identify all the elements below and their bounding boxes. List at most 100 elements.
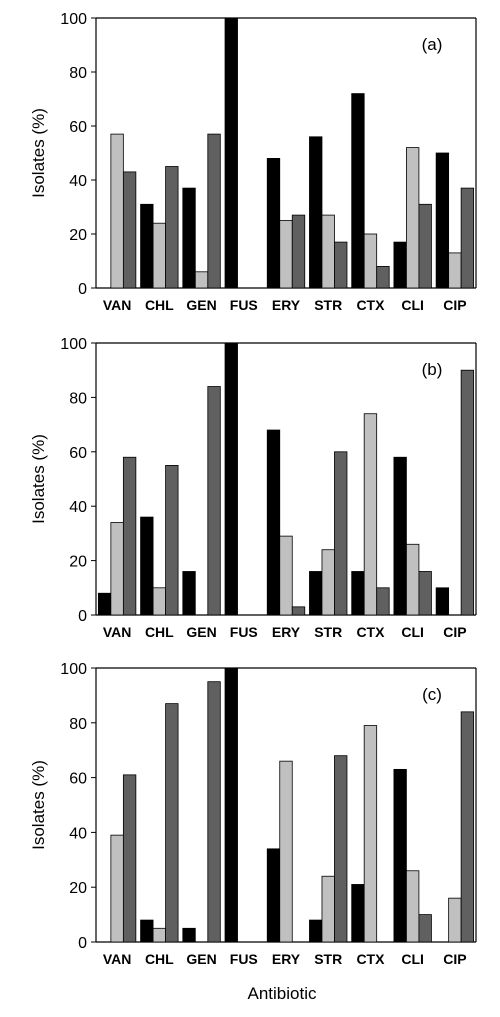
bar <box>376 265 390 289</box>
bar <box>406 543 420 616</box>
bar <box>363 413 378 616</box>
y-tick-label: 80 <box>69 390 87 407</box>
bar <box>207 681 221 943</box>
y-tick-label: 60 <box>69 771 87 788</box>
bar <box>351 93 365 289</box>
bar <box>152 222 166 289</box>
x-tick-label: STR <box>314 951 342 967</box>
bar <box>207 386 221 616</box>
y-tick-label: 40 <box>69 825 87 842</box>
x-tick-label: CHL <box>145 297 174 313</box>
x-tick-label: GEN <box>186 951 216 967</box>
y-axis-label: Isolates (%) <box>29 108 48 198</box>
bar <box>309 571 323 616</box>
y-axis-label: Isolates (%) <box>29 434 48 524</box>
bar <box>291 606 306 616</box>
x-axis-label: Antibiotic <box>248 984 317 1003</box>
x-tick-label: STR <box>314 297 342 313</box>
y-tick-label: 0 <box>78 608 87 625</box>
bar <box>460 369 475 616</box>
y-tick-label: 20 <box>69 880 87 897</box>
x-tick-label: FUS <box>230 297 258 313</box>
x-tick-label: ERY <box>272 297 301 313</box>
bar <box>182 927 196 943</box>
x-tick-label: CHL <box>145 951 174 967</box>
bar <box>266 157 281 289</box>
x-tick-label: ERY <box>272 624 301 640</box>
bar <box>406 870 420 943</box>
y-tick-label: 100 <box>60 336 87 353</box>
x-tick-label: VAN <box>103 951 132 967</box>
x-tick-label: FUS <box>230 951 258 967</box>
bar <box>194 271 209 289</box>
bar <box>334 451 348 616</box>
x-tick-label: CLI <box>401 297 424 313</box>
bar <box>152 587 166 616</box>
y-tick-label: 0 <box>78 935 87 952</box>
bar <box>224 342 238 616</box>
bar <box>207 133 221 289</box>
bar <box>110 522 124 616</box>
y-tick-label: 20 <box>69 227 87 244</box>
bar <box>224 667 238 943</box>
bar <box>363 233 378 289</box>
bar <box>435 152 450 289</box>
bar <box>279 535 293 616</box>
panel-label: (c) <box>422 685 442 704</box>
bar <box>321 875 335 943</box>
y-tick-label: 20 <box>69 554 87 571</box>
bar <box>279 760 293 943</box>
bar <box>309 919 323 943</box>
bar <box>97 592 112 616</box>
bar <box>334 755 348 943</box>
y-tick-label: 40 <box>69 173 87 190</box>
bar <box>140 516 154 616</box>
bar <box>110 133 124 289</box>
x-tick-label: CIP <box>443 624 466 640</box>
bar <box>110 834 124 943</box>
bar <box>224 17 238 289</box>
y-tick-label: 0 <box>78 281 87 298</box>
x-tick-label: CTX <box>356 297 385 313</box>
bar <box>351 571 365 616</box>
x-tick-label: VAN <box>103 624 132 640</box>
bar <box>363 725 378 943</box>
bar <box>393 241 407 289</box>
x-tick-label: CLI <box>401 951 424 967</box>
x-tick-label: GEN <box>186 624 216 640</box>
x-tick-label: STR <box>314 624 342 640</box>
bar <box>165 703 179 943</box>
x-tick-label: CIP <box>443 951 466 967</box>
bar <box>266 848 281 943</box>
bar <box>393 768 407 943</box>
bar <box>122 456 137 616</box>
bar <box>321 549 335 616</box>
x-tick-label: FUS <box>230 624 258 640</box>
y-tick-label: 100 <box>60 661 87 678</box>
bar <box>460 187 475 289</box>
x-tick-label: CIP <box>443 297 466 313</box>
x-tick-label: CTX <box>356 951 385 967</box>
bar <box>140 203 154 289</box>
bar <box>122 171 137 289</box>
bar <box>182 571 196 616</box>
bar <box>309 136 323 289</box>
bar <box>393 456 407 616</box>
bar <box>460 711 475 943</box>
bar <box>291 214 306 289</box>
bar <box>435 587 450 616</box>
bar <box>266 429 281 616</box>
bar <box>448 897 462 943</box>
y-tick-label: 80 <box>69 716 87 733</box>
bar <box>182 187 196 289</box>
x-tick-label: GEN <box>186 297 216 313</box>
bar <box>122 774 137 943</box>
y-tick-label: 80 <box>69 65 87 82</box>
bar <box>418 571 432 616</box>
bar <box>165 166 179 289</box>
x-tick-label: VAN <box>103 297 132 313</box>
bar <box>152 927 166 943</box>
panel-label: (a) <box>422 35 443 54</box>
bar <box>376 587 390 616</box>
